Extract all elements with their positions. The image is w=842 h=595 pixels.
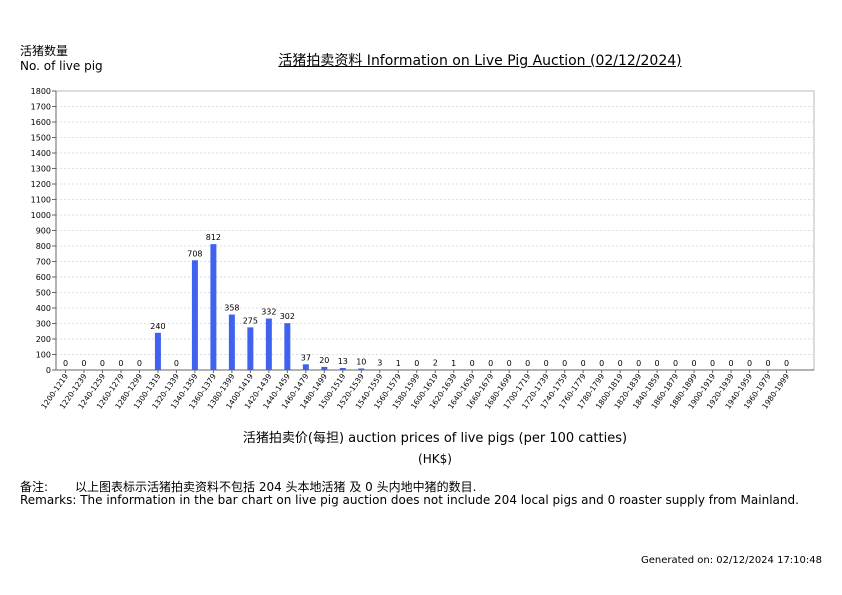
- bar-value-label: 2: [433, 359, 438, 368]
- remarks-en: Remarks: The information in the bar char…: [20, 493, 799, 507]
- y-tick-label: 1300: [31, 165, 51, 174]
- bar-value-label: 0: [784, 359, 789, 368]
- bar-value-label: 0: [581, 359, 586, 368]
- bar-value-label: 0: [765, 359, 770, 368]
- remarks-cn-prefix: 备注:: [20, 480, 49, 494]
- bar: [247, 327, 254, 370]
- y-axis-title-cn: 活猪数量: [20, 44, 69, 58]
- y-tick-label: 1600: [31, 118, 51, 127]
- bar-value-label: 0: [414, 359, 419, 368]
- bar-value-label: 20: [319, 356, 329, 365]
- bar-value-label: 332: [261, 308, 276, 317]
- bar: [154, 332, 161, 370]
- y-tick-label: 100: [36, 351, 51, 360]
- bar-value-label: 13: [338, 357, 348, 366]
- bar-value-label: 1: [396, 359, 401, 368]
- bar-value-label: 0: [507, 359, 512, 368]
- bar-value-label: 0: [729, 359, 734, 368]
- bar-value-label: 0: [137, 359, 142, 368]
- chart-title: 活猪拍卖资料 Information on Live Pig Auction (…: [278, 53, 682, 69]
- generated-timestamp: Generated on: 02/12/2024 17:10:48: [641, 555, 822, 566]
- x-axis-title: 活猪拍卖价(每担) auction prices of live pigs (p…: [242, 431, 628, 446]
- bar-value-label: 708: [187, 249, 202, 258]
- y-tick-label: 300: [36, 320, 51, 329]
- bar: [228, 314, 235, 370]
- x-axis-unit: (HK$): [418, 452, 452, 466]
- bar-value-label: 0: [618, 359, 623, 368]
- bar-value-label: 302: [280, 312, 295, 321]
- y-tick-label: 0: [46, 366, 51, 375]
- bar-value-label: 812: [206, 233, 221, 242]
- bar-value-label: 10: [356, 357, 366, 366]
- bar: [265, 318, 272, 370]
- bar-value-label: 0: [636, 359, 641, 368]
- y-tick-label: 900: [36, 227, 51, 236]
- y-tick-label: 1000: [31, 211, 51, 220]
- bar-value-label: 0: [488, 359, 493, 368]
- y-tick-label: 200: [36, 335, 51, 344]
- y-tick-label: 1100: [31, 196, 51, 205]
- y-tick-label: 1500: [31, 134, 51, 143]
- y-tick-label: 1400: [31, 149, 51, 158]
- y-tick-label: 800: [36, 242, 51, 251]
- y-tick-label: 500: [36, 289, 51, 298]
- bar: [321, 366, 328, 370]
- bar: [210, 244, 217, 370]
- bar-value-label: 0: [599, 359, 604, 368]
- y-axis-title-en: No. of live pig: [20, 59, 103, 73]
- bar-value-label: 0: [544, 359, 549, 368]
- bar-value-label: 0: [470, 359, 475, 368]
- bar-value-label: 0: [525, 359, 530, 368]
- bar: [284, 323, 291, 370]
- bar-value-label: 0: [673, 359, 678, 368]
- bar: [358, 368, 365, 370]
- y-tick-label: 1800: [31, 87, 51, 96]
- bar-value-label: 0: [747, 359, 752, 368]
- bar-value-label: 37: [301, 353, 311, 362]
- bar-value-label: 358: [224, 304, 239, 313]
- y-tick-label: 1200: [31, 180, 51, 189]
- y-tick-label: 400: [36, 304, 51, 313]
- bar: [339, 367, 346, 370]
- bar-value-label: 240: [150, 322, 165, 331]
- bar-value-label: 1: [451, 359, 456, 368]
- bar-value-label: 0: [174, 359, 179, 368]
- bar-value-label: 0: [710, 359, 715, 368]
- y-tick-label: 1700: [31, 103, 51, 112]
- bar-value-label: 0: [100, 359, 105, 368]
- bar: [191, 260, 198, 370]
- bar-value-label: 0: [63, 359, 68, 368]
- y-tick-label: 700: [36, 258, 51, 267]
- bar-value-label: 0: [81, 359, 86, 368]
- bar-value-label: 0: [692, 359, 697, 368]
- y-tick-label: 600: [36, 273, 51, 282]
- remarks-cn: 以上图表标示活猪拍卖资料不包括 204 头本地活猪 及 0 头内地中猪的数目.: [75, 480, 477, 494]
- bar-value-label: 0: [655, 359, 660, 368]
- bar-value-label: 3: [377, 359, 382, 368]
- bar-value-label: 0: [118, 359, 123, 368]
- bar-value-label: 275: [243, 316, 258, 325]
- bar-value-label: 0: [562, 359, 567, 368]
- bar: [302, 364, 309, 370]
